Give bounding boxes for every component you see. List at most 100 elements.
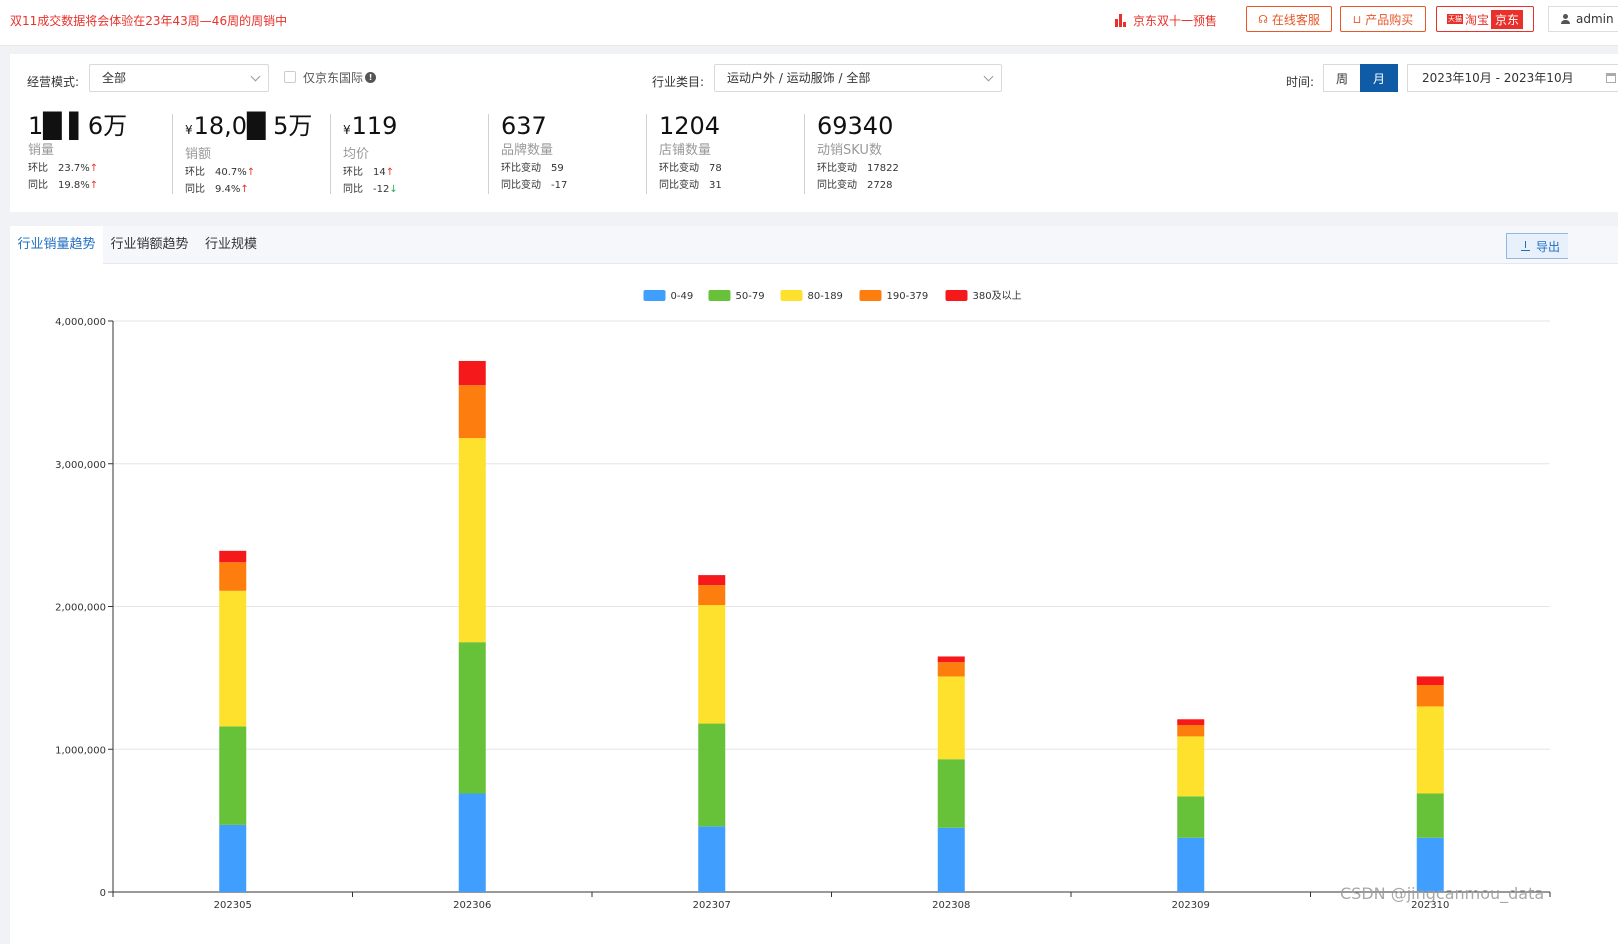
stat-change-row: 环比变动 78: [659, 160, 722, 177]
date-range-picker[interactable]: 2023年10月 - 2023年10月: [1407, 64, 1618, 92]
bar-segment-190-379[interactable]: [219, 562, 246, 591]
stat-change-row: 同比 9.4%↑: [185, 181, 312, 198]
period-month-button[interactable]: 月: [1360, 64, 1398, 92]
arrow-up-icon: ↑: [247, 167, 255, 178]
arrow-up-icon: ↑: [90, 180, 98, 191]
bar-segment-50-79[interactable]: [459, 642, 486, 793]
bar-segment-190-379[interactable]: [938, 662, 965, 676]
bar-segment-380及以上[interactable]: [698, 575, 725, 585]
bar-segment-0-49[interactable]: [698, 826, 725, 892]
stat-card: 69340 动销SKU数 环比变动 17822 同比变动 2728: [817, 110, 899, 200]
user-name: admin: [1576, 12, 1614, 26]
legend-swatch[interactable]: [781, 290, 803, 301]
jd-channel[interactable]: 京东: [1491, 10, 1523, 29]
filter-bar: 经营模式: 全部 仅京东国际 ! 行业类目: 运动户外 / 运动服饰 / 全部 …: [10, 54, 1618, 110]
stat-card: 1█ ▌6万 销量 环比 23.7%↑ 同比 19.8%↑: [28, 110, 127, 200]
legend-swatch[interactable]: [860, 290, 882, 301]
stat-change-label: 环比变动: [659, 160, 699, 177]
stat-change-number: 17822: [867, 163, 899, 174]
watermark: CSDN @jingcanmou_data: [1340, 884, 1544, 903]
jd-presale-link[interactable]: 京东双十一预售: [1115, 12, 1217, 29]
stat-change-value: 19.8%↑: [58, 177, 98, 194]
stat-change-value: 14↑: [373, 164, 394, 181]
bar-segment-190-379[interactable]: [459, 385, 486, 438]
bar-segment-80-189[interactable]: [219, 591, 246, 727]
legend-label[interactable]: 190-379: [887, 291, 929, 302]
bar-segment-50-79[interactable]: [938, 759, 965, 828]
jd-intl-label: 仅京东国际: [303, 69, 363, 86]
stat-change-row: 环比变动 17822: [817, 160, 899, 177]
bar-segment-190-379[interactable]: [698, 585, 725, 605]
stat-change-label: 同比变动: [817, 177, 857, 194]
legend-label[interactable]: 380及以上: [973, 290, 1022, 302]
stat-change-value: 2728: [867, 177, 892, 194]
stat-change-number: 59: [551, 163, 564, 174]
stat-change-row: 同比变动 2728: [817, 177, 899, 194]
bar-segment-380及以上[interactable]: [1417, 676, 1444, 685]
export-button[interactable]: 导出: [1506, 233, 1568, 259]
stat-change-row: 环比变动 59: [501, 160, 567, 177]
stat-value-text: 18,0█ 5万: [194, 110, 313, 142]
stat-change-number: 78: [709, 163, 722, 174]
bar-segment-380及以上[interactable]: [459, 361, 486, 385]
arrow-up-icon: ↑: [90, 163, 98, 174]
bar-segment-50-79[interactable]: [698, 724, 725, 827]
jd-presale-label: 京东双十一预售: [1133, 12, 1217, 29]
chevron-down-icon: [984, 72, 994, 82]
bar-segment-50-79[interactable]: [1417, 794, 1444, 838]
bar-segment-380及以上[interactable]: [1177, 719, 1204, 725]
stat-value: ¥119: [343, 110, 398, 146]
stat-change-row: 同比变动 31: [659, 177, 722, 194]
period-week-button[interactable]: 周: [1323, 64, 1361, 92]
bar-segment-0-49[interactable]: [1177, 838, 1204, 892]
x-tick-label: 202306: [453, 900, 491, 911]
currency-symbol: ¥: [185, 114, 193, 146]
stat-change-number: 2728: [867, 180, 892, 191]
legend-swatch[interactable]: [709, 290, 731, 301]
stat-change-label: 环比变动: [501, 160, 541, 177]
taobao-channel[interactable]: 淘宝: [1465, 11, 1489, 28]
legend-swatch[interactable]: [946, 290, 968, 301]
bar-segment-380及以上[interactable]: [938, 656, 965, 662]
bar-segment-80-189[interactable]: [459, 438, 486, 642]
download-icon: [1521, 241, 1530, 251]
stat-value-text: 1204: [659, 110, 720, 142]
bar-segment-80-189[interactable]: [698, 605, 725, 723]
bar-segment-50-79[interactable]: [219, 726, 246, 824]
info-icon[interactable]: !: [365, 72, 376, 83]
stat-change-row: 同比变动 -17: [501, 177, 567, 194]
jd-intl-checkbox[interactable]: [284, 71, 296, 83]
stat-change-row: 同比 -12↓: [343, 181, 398, 198]
stat-change-label: 同比: [343, 181, 363, 198]
y-tick-label: 4,000,000: [55, 317, 106, 328]
mode-select[interactable]: 全部: [89, 64, 269, 92]
tab-industry-scale[interactable]: 行业规模: [196, 226, 266, 264]
channel-switch[interactable]: 天猫 淘宝 京东: [1436, 6, 1534, 32]
online-service-button[interactable]: ☊ 在线客服: [1246, 6, 1332, 32]
bar-segment-0-49[interactable]: [459, 794, 486, 892]
industry-select[interactable]: 运动户外 / 运动服饰 / 全部: [714, 64, 1002, 92]
stat-change-value: 78: [709, 160, 722, 177]
user-menu[interactable]: admin: [1548, 6, 1618, 32]
mode-label: 经营模式:: [27, 73, 79, 90]
bar-segment-80-189[interactable]: [1417, 706, 1444, 793]
tab-sales-amount-trend[interactable]: 行业销额趋势: [103, 226, 196, 264]
bar-segment-80-189[interactable]: [1177, 736, 1204, 796]
bar-segment-0-49[interactable]: [219, 825, 246, 892]
tab-sales-volume-trend[interactable]: 行业销量趋势: [10, 226, 103, 265]
legend-label[interactable]: 80-189: [808, 291, 843, 302]
bar-segment-190-379[interactable]: [1177, 725, 1204, 736]
time-label: 时间:: [1286, 73, 1314, 90]
stat-change-value: 23.7%↑: [58, 160, 98, 177]
legend-label[interactable]: 50-79: [736, 291, 765, 302]
mode-select-value: 全部: [102, 71, 126, 85]
stat-name: 销量: [28, 142, 127, 160]
legend-label[interactable]: 0-49: [671, 291, 694, 302]
bar-segment-80-189[interactable]: [938, 676, 965, 759]
bar-segment-190-379[interactable]: [1417, 685, 1444, 706]
product-buy-button[interactable]: ⊔ 产品购买: [1340, 6, 1426, 32]
bar-segment-0-49[interactable]: [938, 828, 965, 892]
legend-swatch[interactable]: [644, 290, 666, 301]
bar-segment-50-79[interactable]: [1177, 796, 1204, 837]
bar-segment-380及以上[interactable]: [219, 551, 246, 562]
